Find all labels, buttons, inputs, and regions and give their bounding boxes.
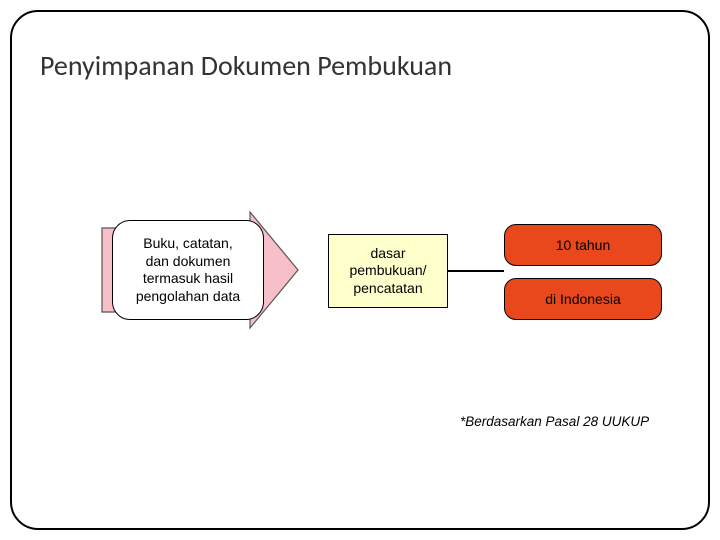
connector-line bbox=[448, 270, 504, 272]
node-label: Buku, catatan,dan dokumentermasuk hasilp… bbox=[136, 235, 240, 305]
node-label: 10 tahun bbox=[556, 237, 611, 253]
slide-frame: Penyimpanan Dokumen Pembukuan Buku, cata… bbox=[10, 10, 710, 530]
node-basis-bookkeeping: dasarpembukuan/pencatatan bbox=[328, 234, 448, 308]
page-title: Penyimpanan Dokumen Pembukuan bbox=[40, 48, 452, 83]
node-source-documents: Buku, catatan,dan dokumentermasuk hasilp… bbox=[112, 220, 264, 320]
footnote-text: *Berdasarkan Pasal 28 UUKUP bbox=[460, 414, 649, 429]
node-label: dasarpembukuan/pencatatan bbox=[349, 245, 426, 298]
node-in-indonesia: di Indonesia bbox=[504, 278, 662, 320]
node-label: di Indonesia bbox=[545, 291, 621, 307]
node-ten-years: 10 tahun bbox=[504, 224, 662, 266]
